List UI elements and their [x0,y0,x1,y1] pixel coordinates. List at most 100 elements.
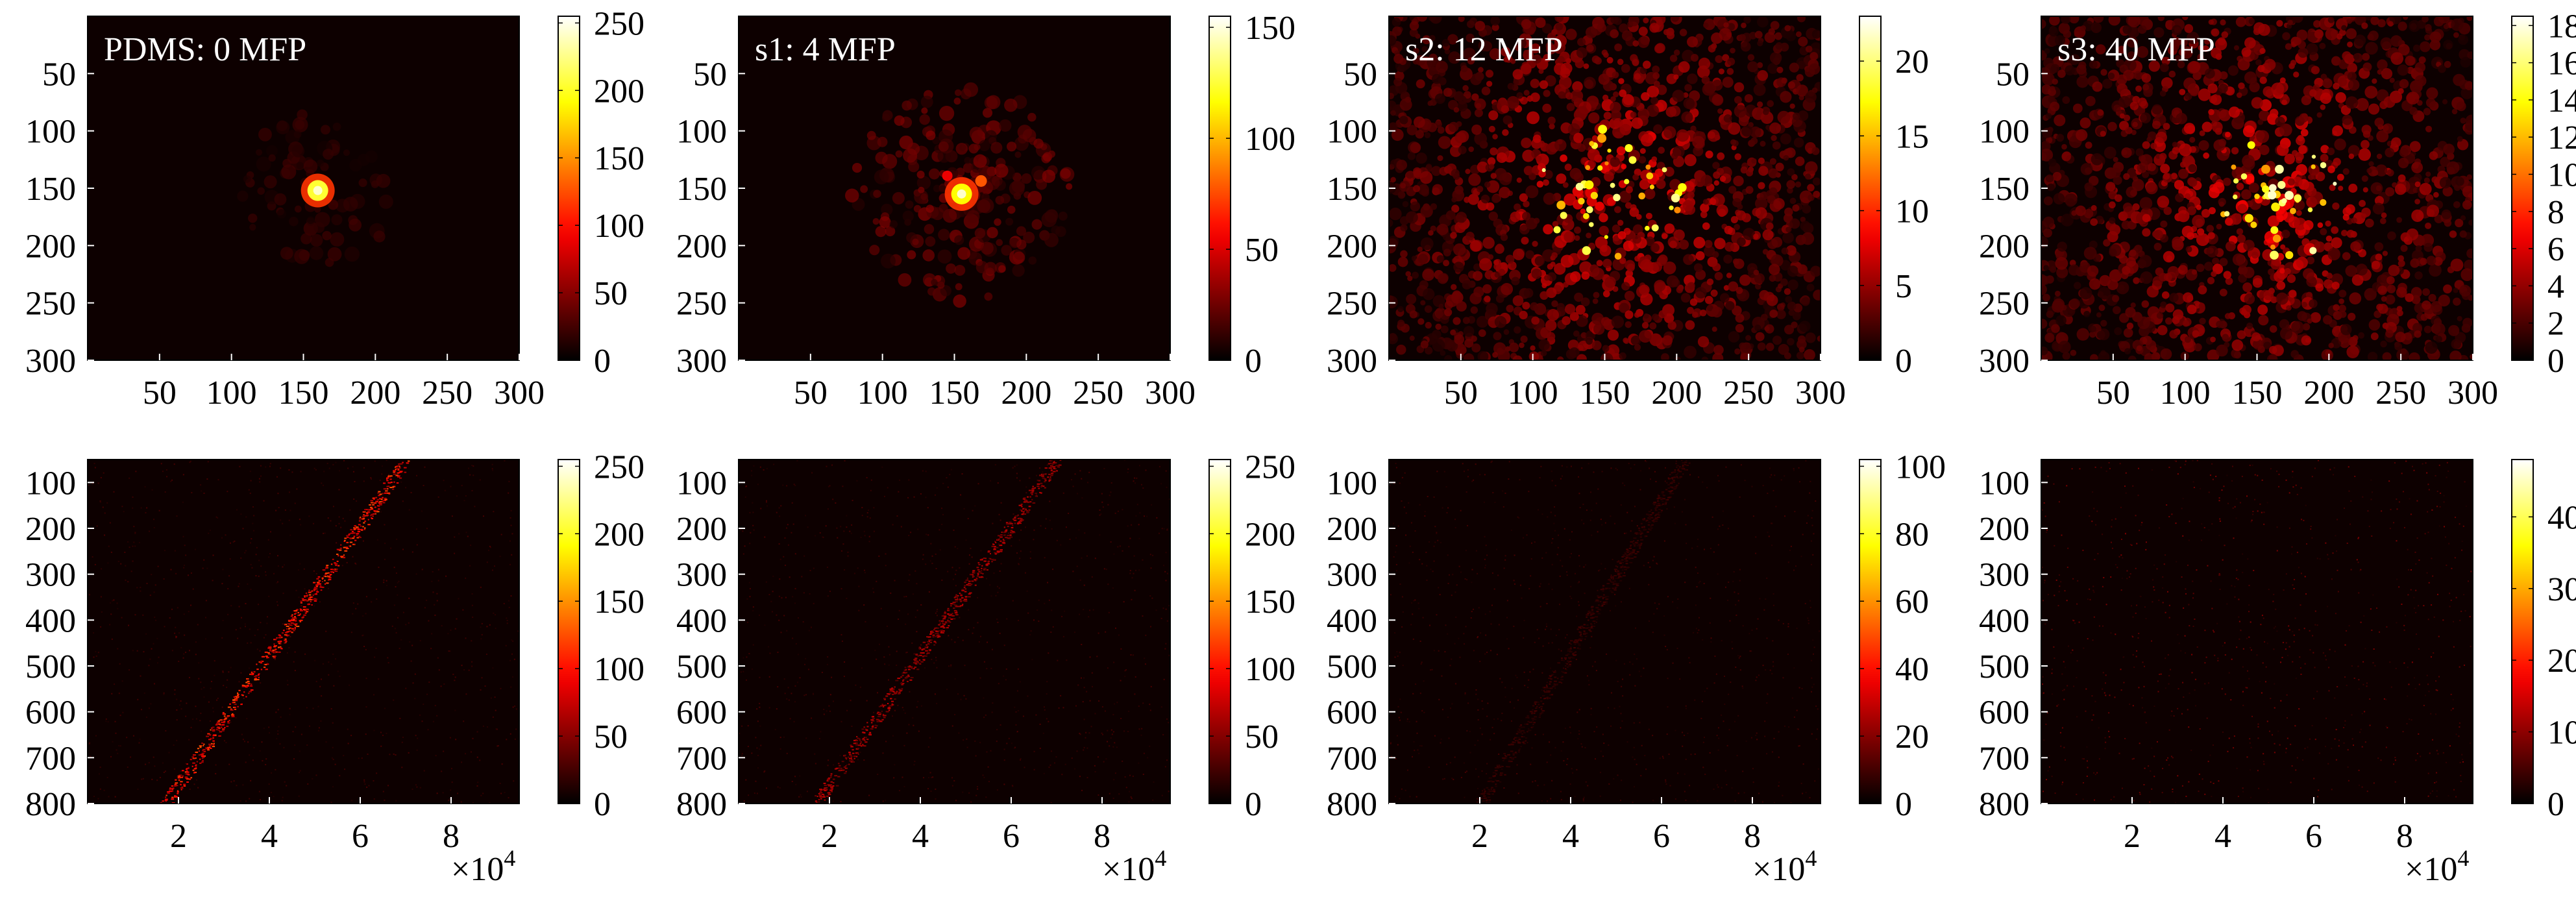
y-tick-label: 500 [25,648,76,685]
colorbar-tick-label: 18 [2547,8,2576,45]
colorbar-tick-label: 0 [594,786,611,823]
x-tick-label: 8 [1744,818,1761,855]
x-tick-label: 8 [2396,818,2413,855]
x-tick-label: 2 [1471,818,1488,855]
heatmap-image [237,109,393,267]
y-tick-label: 150 [1327,171,1377,208]
colorbar-tick-label: 6 [2547,231,2564,268]
y-tick-label: 400 [25,602,76,639]
y-tick-label: 800 [1979,786,2030,823]
colorbar-tick-label: 16 [2547,45,2576,82]
y-tick-label: 200 [1327,511,1377,548]
y-tick-label: 100 [1327,465,1377,502]
colorbar [1859,459,1882,804]
y-tick-label: 500 [1327,648,1377,685]
x-tick-label: 200 [350,375,400,412]
colorbar-tick-label: 150 [594,140,644,177]
colorbar-tick-label: 0 [1245,786,1262,823]
colorbar-tick-label: 40 [1895,651,1929,688]
y-tick-label: 800 [676,786,727,823]
y-tick-label: 100 [1327,114,1377,151]
y-tick-label: 150 [676,171,727,208]
colorbar-tick-label: 14 [2547,82,2576,119]
y-tick-label: 250 [25,286,76,323]
panel-1: PDMS: 0 MFP 50 100 150 200 250 300 50 100 150 200 2… [25,5,644,412]
y-tick-label: 250 [676,286,727,323]
y-tick-label: 800 [1327,786,1377,823]
colorbar-tick-label: 0 [1245,343,1262,380]
colorbar-tick-label: 80 [1895,516,1929,553]
colorbar-tick-label: 4 [2547,268,2564,305]
x-tick-label: 200 [1001,375,1051,412]
colorbar-tick-label: 20 [2547,643,2576,680]
x-tick-label: 100 [1508,375,1558,412]
x-tick-label: 50 [1444,375,1478,412]
x-tick-label: 300 [494,375,545,412]
colorbar-tick-label: 150 [1245,10,1295,47]
plot-frame [2041,459,2473,804]
x-tick-label: 8 [1094,818,1110,855]
heatmap-background [88,460,519,804]
colorbar-tick-label: 50 [1245,232,1279,269]
y-tick-label: 200 [25,511,76,548]
y-tick-label: 200 [1327,228,1377,265]
heatmap-image [845,82,1075,308]
colorbar-tick-label: 12 [2547,119,2576,156]
colorbar [1859,16,1882,361]
heatmap-image [739,460,1170,804]
colorbar-tick-label: 200 [594,516,644,553]
x-tick-label: 250 [2375,375,2426,412]
x-tick-label: 2 [170,818,187,855]
x-tick-label: 4 [2214,818,2231,855]
colorbar-tick-label: 15 [1895,118,1929,155]
colorbar-tick-label: 60 [1895,584,1929,621]
plot-frame [87,459,520,804]
y-tick-label: 600 [1979,694,2030,731]
colorbar-tick-label: 200 [1245,516,1295,553]
x-tick-label: 300 [2447,375,2498,412]
y-tick-label: 800 [25,786,76,823]
x-tick-label: 8 [443,818,460,855]
y-tick-label: 100 [676,114,727,151]
colorbar-tick-label: 100 [1895,448,1946,485]
colorbar-tick-label: 2 [2547,306,2564,343]
colorbar [2511,16,2534,361]
y-tick-label: 300 [25,343,76,380]
colorbar-tick-label: 150 [594,584,644,621]
y-tick-label: 200 [676,228,727,265]
colorbar-tick-label: 20 [1895,43,1929,80]
y-tick-label: 50 [42,56,76,93]
colorbar-tick-label: 200 [594,73,644,110]
y-tick-label: 250 [1979,286,2030,323]
y-tick-label: 500 [676,648,727,685]
panel-5: 100 200 300 400 500 600 700 800 2 4 6 8×104 0 50 100 15… [25,448,644,888]
y-tick-label: 600 [25,694,76,731]
x-tick-label: 200 [2303,375,2354,412]
x-tick-label: 100 [857,375,908,412]
y-tick-label: 600 [676,694,727,731]
colorbar-tick-label: 100 [594,651,644,688]
y-tick-label: 200 [25,228,76,265]
colorbar-tick-label: 100 [1245,121,1295,158]
colorbar-tick-label: 100 [594,208,644,245]
x-axis-multiplier: ×104 [451,845,515,888]
y-tick-label: 700 [1979,740,2030,777]
x-tick-label: 4 [261,818,278,855]
x-tick-label: 250 [422,375,472,412]
colorbar-tick-label: 150 [1245,584,1295,621]
panel-8: 100 200 300 400 500 600 700 800 2 4 6 8×104 0 10 20 30 4… [1979,459,2576,888]
y-tick-label: 250 [1327,286,1377,323]
y-tick-label: 600 [1327,694,1377,731]
colorbar-tick-label: 40 [2547,499,2576,536]
colorbar [558,16,580,361]
x-tick-label: 300 [1145,375,1196,412]
y-tick-label: 300 [1327,557,1377,594]
colorbar-tick-label: 250 [1245,448,1295,485]
x-tick-label: 2 [821,818,838,855]
heatmap-image [2041,460,2473,804]
x-tick-label: 150 [929,375,980,412]
x-tick-label: 200 [1651,375,1702,412]
y-tick-label: 200 [1979,228,2030,265]
colorbar-tick-label: 10 [1895,193,1929,230]
colorbar [558,459,580,804]
